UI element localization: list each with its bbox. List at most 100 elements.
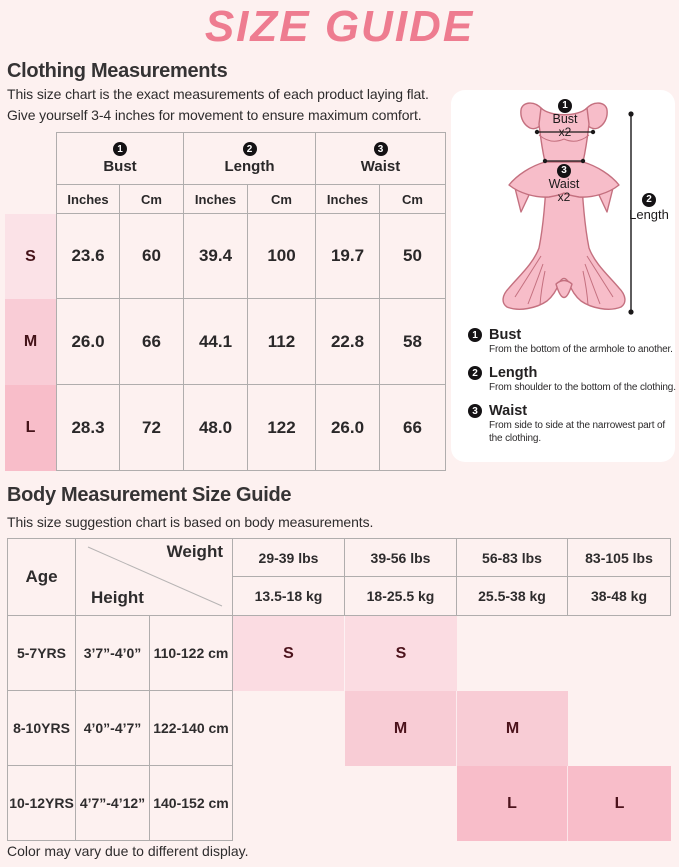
description-line-1: This size chart is the exact measurement…	[7, 86, 429, 102]
size-cell-s: S	[345, 616, 457, 691]
size-label-s: S	[5, 214, 56, 299]
mermaid-dress-illustration	[502, 102, 626, 310]
table-cell: 26.0	[316, 385, 380, 471]
table-cell: 48.0	[184, 385, 248, 471]
column-group-length: 2 Length	[184, 132, 316, 185]
number-3-icon: 3	[557, 163, 571, 178]
clothing-measurements-heading: Clothing Measurements	[7, 60, 228, 82]
age-cell: 5-7YRS	[7, 616, 76, 691]
group-label: Waist	[360, 158, 401, 175]
table-cell: 50	[380, 214, 446, 299]
number-2-icon: 2	[642, 192, 656, 207]
group-label: Length	[224, 158, 275, 175]
weight-lbs-header: 39-56 lbs	[345, 538, 457, 577]
clothing-measurements-description: This size chart is the exact measurement…	[7, 84, 429, 126]
size-cell-l: L	[457, 766, 568, 841]
height-header-label: Height	[91, 588, 144, 607]
weight-kg-header: 13.5-18 kg	[233, 577, 345, 616]
size-label-m: M	[5, 299, 56, 385]
table-corner-blank	[5, 185, 56, 214]
height-ft-cell: 4’0”-4’7”	[76, 691, 150, 766]
length-annotation: 2 Length	[623, 189, 675, 221]
table-cell: 19.7	[316, 214, 380, 299]
bust-annotation-x2: x2	[558, 125, 572, 139]
measurement-legend: 1 Bust From the bottom of the armhole to…	[468, 327, 676, 454]
table-cell: 66	[120, 299, 184, 385]
group-label: Bust	[103, 158, 137, 175]
empty-cell	[345, 766, 457, 841]
bust-annotation: 1 Bust x2	[535, 95, 595, 139]
legend-item-waist: 3 Waist From side to side at the narrowe…	[468, 403, 670, 445]
size-label-l: L	[5, 385, 56, 471]
table-cell: 26.0	[56, 299, 120, 385]
empty-cell	[233, 691, 345, 766]
measurement-diagram-card: 1 Bust x2 3 Waist x2 2 Length 1 Bust Fro…	[451, 90, 676, 462]
clothing-measurements-table: 1 Bust 2 Length 3 Waist Inches Cm Inches…	[5, 132, 446, 471]
unit-header: Inches	[316, 185, 380, 214]
weight-kg-header: 38-48 kg	[568, 577, 671, 616]
height-cm-cell: 122-140 cm	[150, 691, 233, 766]
unit-header: Cm	[248, 185, 316, 214]
size-cell-s: S	[233, 616, 345, 691]
age-cell: 10-12YRS	[7, 766, 76, 841]
size-cell-m: M	[345, 691, 457, 766]
empty-cell	[568, 616, 671, 691]
legend-item-bust: 1 Bust From the bottom of the armhole to…	[468, 327, 673, 356]
unit-header: Cm	[380, 185, 446, 214]
diagonal-divider	[87, 546, 223, 607]
size-cell-m: M	[457, 691, 568, 766]
unit-header: Cm	[120, 185, 184, 214]
page-title: SIZE GUIDE	[204, 2, 475, 51]
number-3-icon: 3	[373, 142, 388, 156]
weight-lbs-header: 83-105 lbs	[568, 538, 671, 577]
legend-term: Length	[489, 365, 538, 381]
legend-description: From shoulder to the bottom of the cloth…	[489, 382, 676, 393]
length-annotation-label: Length	[629, 207, 669, 222]
weight-kg-header: 18-25.5 kg	[345, 577, 457, 616]
table-cell: 72	[120, 385, 184, 471]
legend-description: From the bottom of the armhole to anothe…	[489, 344, 673, 355]
table-cell: 66	[380, 385, 446, 471]
height-cm-cell: 110-122 cm	[150, 616, 233, 691]
height-ft-cell: 4’7”-4’12”	[76, 766, 150, 841]
legend-term: Bust	[489, 327, 522, 343]
number-3-icon: 3	[468, 404, 482, 418]
empty-cell	[457, 616, 568, 691]
waist-annotation-x2: x2	[557, 190, 571, 204]
number-2-icon: 2	[242, 142, 257, 156]
number-1-icon: 1	[558, 98, 572, 113]
age-cell: 8-10YRS	[7, 691, 76, 766]
table-cell: 44.1	[184, 299, 248, 385]
weight-lbs-header: 56-83 lbs	[457, 538, 568, 577]
body-measurement-table: Age Weight Height 29-39 lbs 39-56 lbs 56…	[7, 538, 671, 841]
body-measurement-description: This size suggestion chart is based on b…	[7, 514, 374, 530]
footer-note: Color may vary due to different display.	[7, 843, 249, 859]
body-measurement-heading: Body Measurement Size Guide	[7, 484, 292, 506]
table-cell: 39.4	[184, 214, 248, 299]
bust-annotation-label: Bust	[552, 112, 578, 126]
legend-description-line2: the clothing.	[489, 433, 541, 444]
weight-header-label: Weight	[166, 542, 223, 561]
table-cell: 58	[380, 299, 446, 385]
waist-annotation-label: Waist	[548, 177, 580, 191]
table-cell: 100	[248, 214, 316, 299]
legend-term: Waist	[489, 403, 528, 419]
number-1-icon: 1	[468, 328, 482, 342]
table-cell: 28.3	[56, 385, 120, 471]
unit-header: Inches	[56, 185, 120, 214]
empty-cell	[568, 691, 671, 766]
legend-item-length: 2 Length From shoulder to the bottom of …	[468, 365, 676, 394]
column-group-waist: 3 Waist	[316, 132, 446, 185]
table-corner-blank	[5, 132, 56, 185]
legend-description: From side to side at the narrowest part …	[489, 420, 666, 431]
description-line-2: Give yourself 3-4 inches for movement to…	[7, 107, 422, 123]
empty-cell	[233, 766, 345, 841]
weight-lbs-header: 29-39 lbs	[233, 538, 345, 577]
table-cell: 112	[248, 299, 316, 385]
unit-header: Inches	[184, 185, 248, 214]
age-header-cell: Age	[7, 538, 76, 616]
height-cm-cell: 140-152 cm	[150, 766, 233, 841]
number-2-icon: 2	[468, 366, 482, 380]
weight-kg-header: 25.5-38 kg	[457, 577, 568, 616]
table-cell: 122	[248, 385, 316, 471]
